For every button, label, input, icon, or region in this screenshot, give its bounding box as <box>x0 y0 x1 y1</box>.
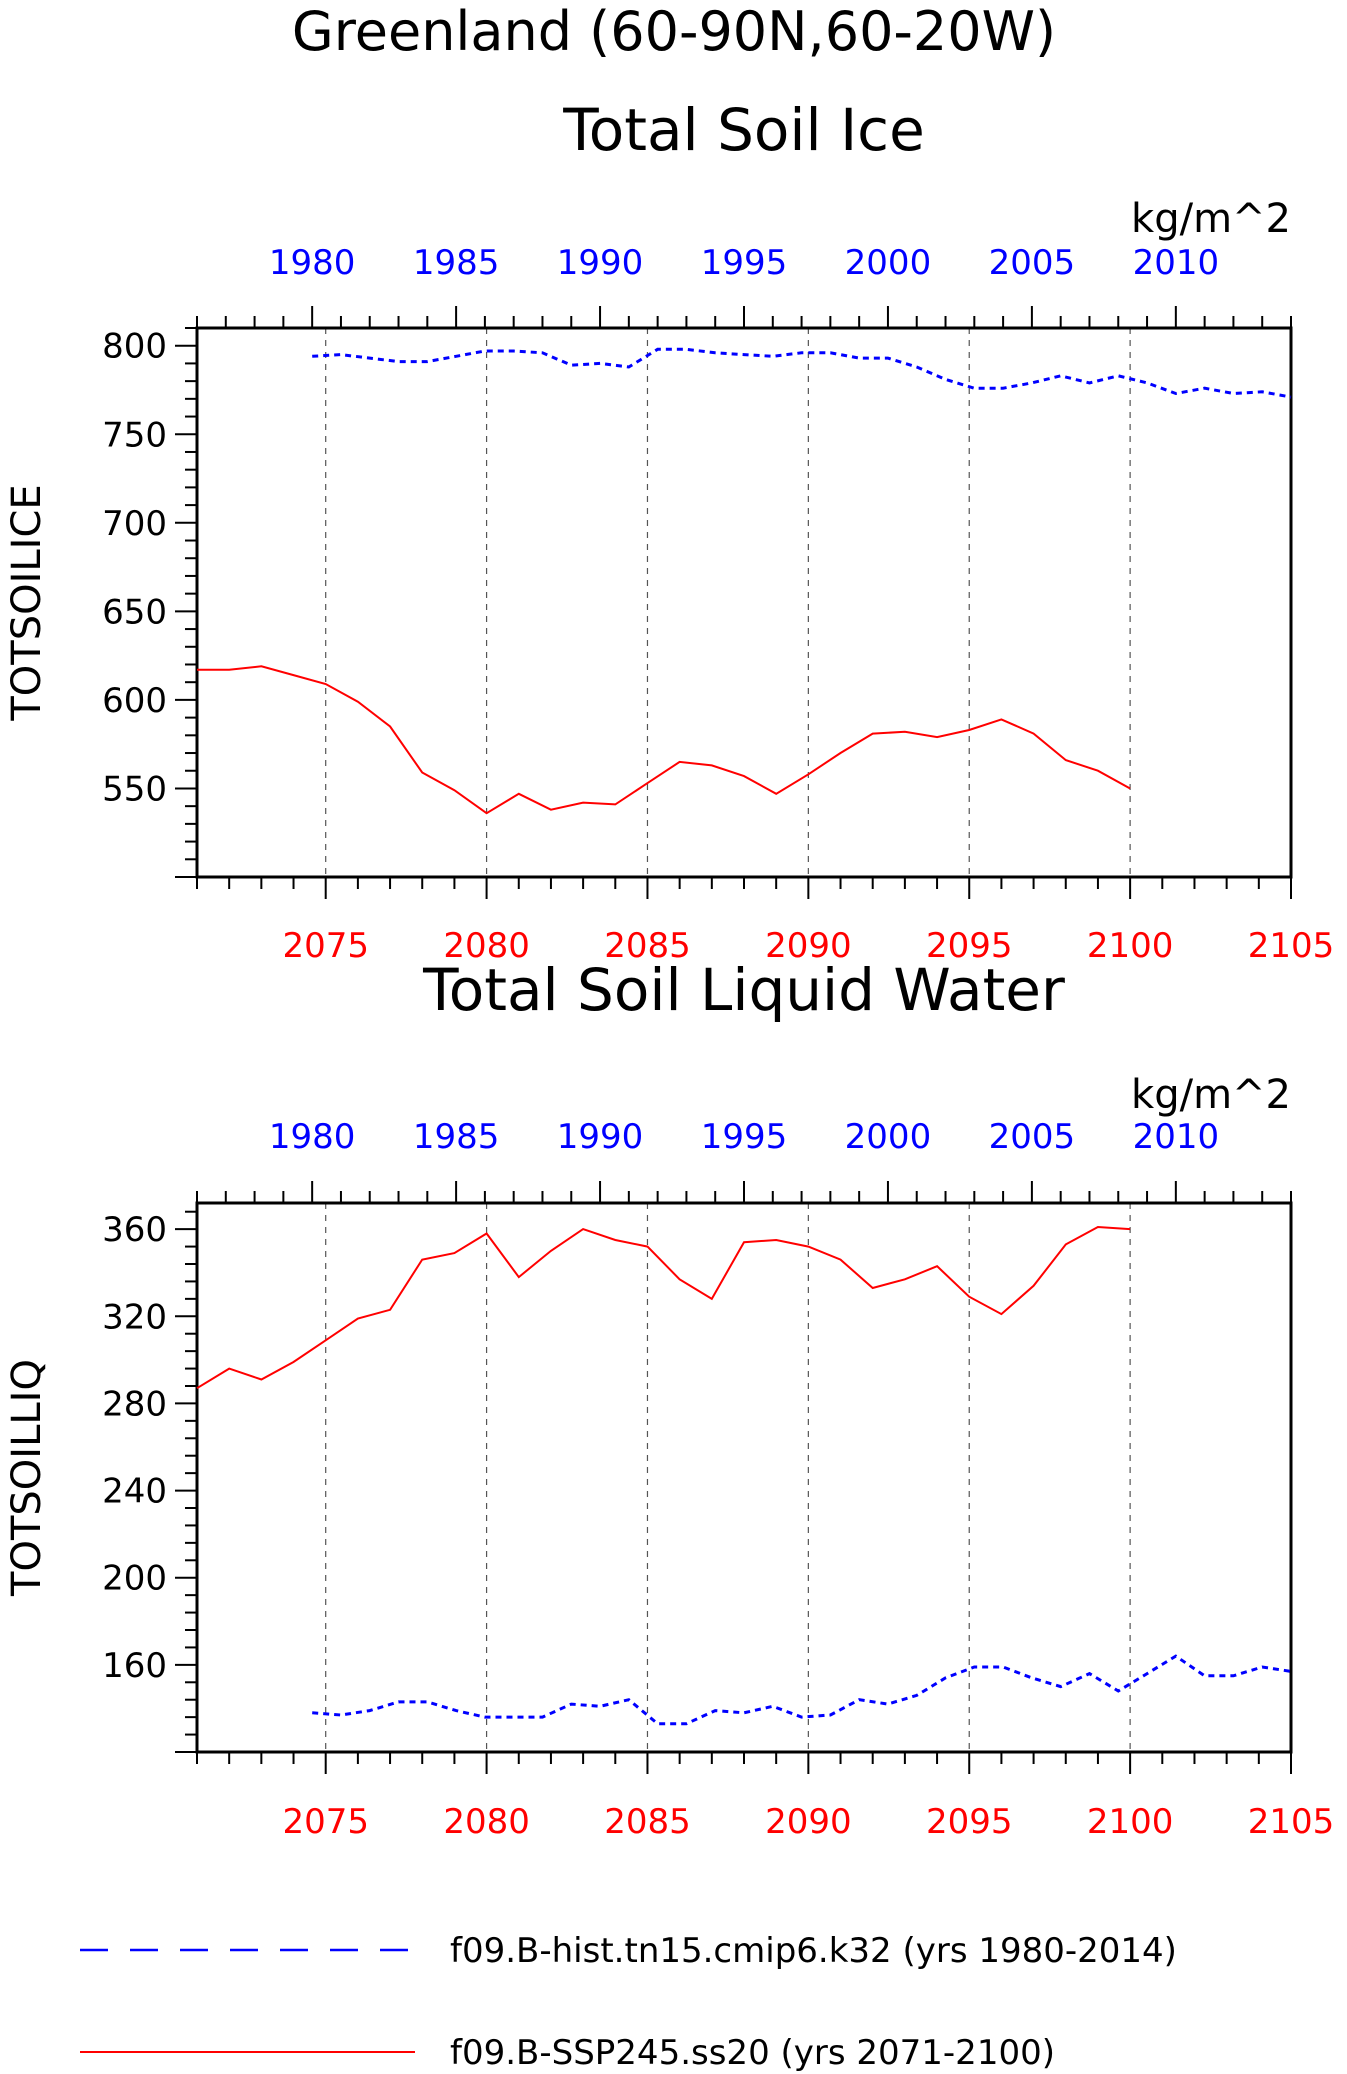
y-axis-label: TOTSOILLIQ <box>4 1359 50 1597</box>
y-tick-label: 240 <box>102 1472 167 1512</box>
top-tick-label: 2010 <box>1133 1117 1220 1157</box>
top-tick-label: 2000 <box>845 243 932 283</box>
bottom-tick-label: 2105 <box>1248 926 1335 966</box>
top-tick-label: 2010 <box>1133 243 1220 283</box>
y-tick-label: 550 <box>102 769 167 809</box>
bottom-tick-label: 2085 <box>604 1802 691 1842</box>
bottom-tick-label: 2075 <box>282 926 369 966</box>
units-label: kg/m^2 <box>1131 196 1291 242</box>
top-tick-label: 1980 <box>269 1117 356 1157</box>
bottom-tick-label: 2080 <box>443 1802 530 1842</box>
bottom-tick-label: 2085 <box>604 926 691 966</box>
top-tick-label: 1985 <box>413 1117 500 1157</box>
top-tick-label: 1995 <box>701 1117 788 1157</box>
series-line-hist <box>312 347 1292 399</box>
legend-label-ssp245: f09.B-SSP245.ss20 (yrs 2071-2100) <box>450 2033 1055 2073</box>
plot-frame <box>195 1201 1293 1754</box>
top-tick-label: 2000 <box>845 1117 932 1157</box>
legend: f09.B-hist.tn15.cmip6.k32 (yrs 1980-2014… <box>80 1931 1177 2073</box>
panel-title: Total Soil Ice <box>562 96 925 164</box>
series-line-ssp245 <box>197 665 1131 815</box>
bottom-tick-label: 2090 <box>765 926 852 966</box>
series-line-hist <box>312 1654 1292 1726</box>
top-tick-label: 1995 <box>701 243 788 283</box>
bottom-tick-label: 2100 <box>1087 926 1174 966</box>
bottom-tick-label: 2090 <box>765 1802 852 1842</box>
y-tick-label: 280 <box>102 1384 167 1424</box>
top-tick-label: 1990 <box>557 1117 644 1157</box>
bottom-tick-label: 2080 <box>443 926 530 966</box>
y-tick-label: 360 <box>102 1210 167 1250</box>
y-tick-label: 700 <box>102 504 167 544</box>
units-label: kg/m^2 <box>1131 1072 1291 1118</box>
plot-frame <box>195 326 1293 879</box>
y-tick-label: 160 <box>102 1646 167 1686</box>
top-tick-label: 2005 <box>989 1117 1076 1157</box>
top-tick-label: 1980 <box>269 243 356 283</box>
top-tick-label: 1985 <box>413 243 500 283</box>
top-tick-label: 1990 <box>557 243 644 283</box>
y-tick-label: 600 <box>102 681 167 721</box>
figure-title: Greenland (60-90N,60-20W) <box>292 0 1056 63</box>
y-tick-label: 750 <box>102 415 167 455</box>
bottom-tick-label: 2075 <box>282 1802 369 1842</box>
y-tick-label: 800 <box>102 327 167 367</box>
y-tick-label: 320 <box>102 1297 167 1337</box>
panel-total-soil-liquid-water: Total Soil Liquid Water kg/m^2 TOTSOILLIQ 1… <box>4 956 1334 1842</box>
y-tick-label: 650 <box>102 592 167 632</box>
bottom-tick-label: 2095 <box>926 1802 1013 1842</box>
y-axis-label: TOTSOILICE <box>4 484 50 721</box>
legend-label-hist: f09.B-hist.tn15.cmip6.k32 (yrs 1980-2014… <box>450 1931 1177 1971</box>
series-line-ssp245 <box>196 1225 1131 1390</box>
panel-total-soil-ice: Total Soil Ice kg/m^2 TOTSOILICE 1980 1985 19… <box>4 96 1334 966</box>
bottom-tick-label: 2100 <box>1087 1802 1174 1842</box>
bottom-tick-label: 2105 <box>1248 1802 1335 1842</box>
panel-title: Total Soil Liquid Water <box>422 956 1065 1024</box>
bottom-tick-label: 2095 <box>926 926 1013 966</box>
top-tick-label: 2005 <box>989 243 1076 283</box>
y-tick-label: 200 <box>102 1559 167 1599</box>
